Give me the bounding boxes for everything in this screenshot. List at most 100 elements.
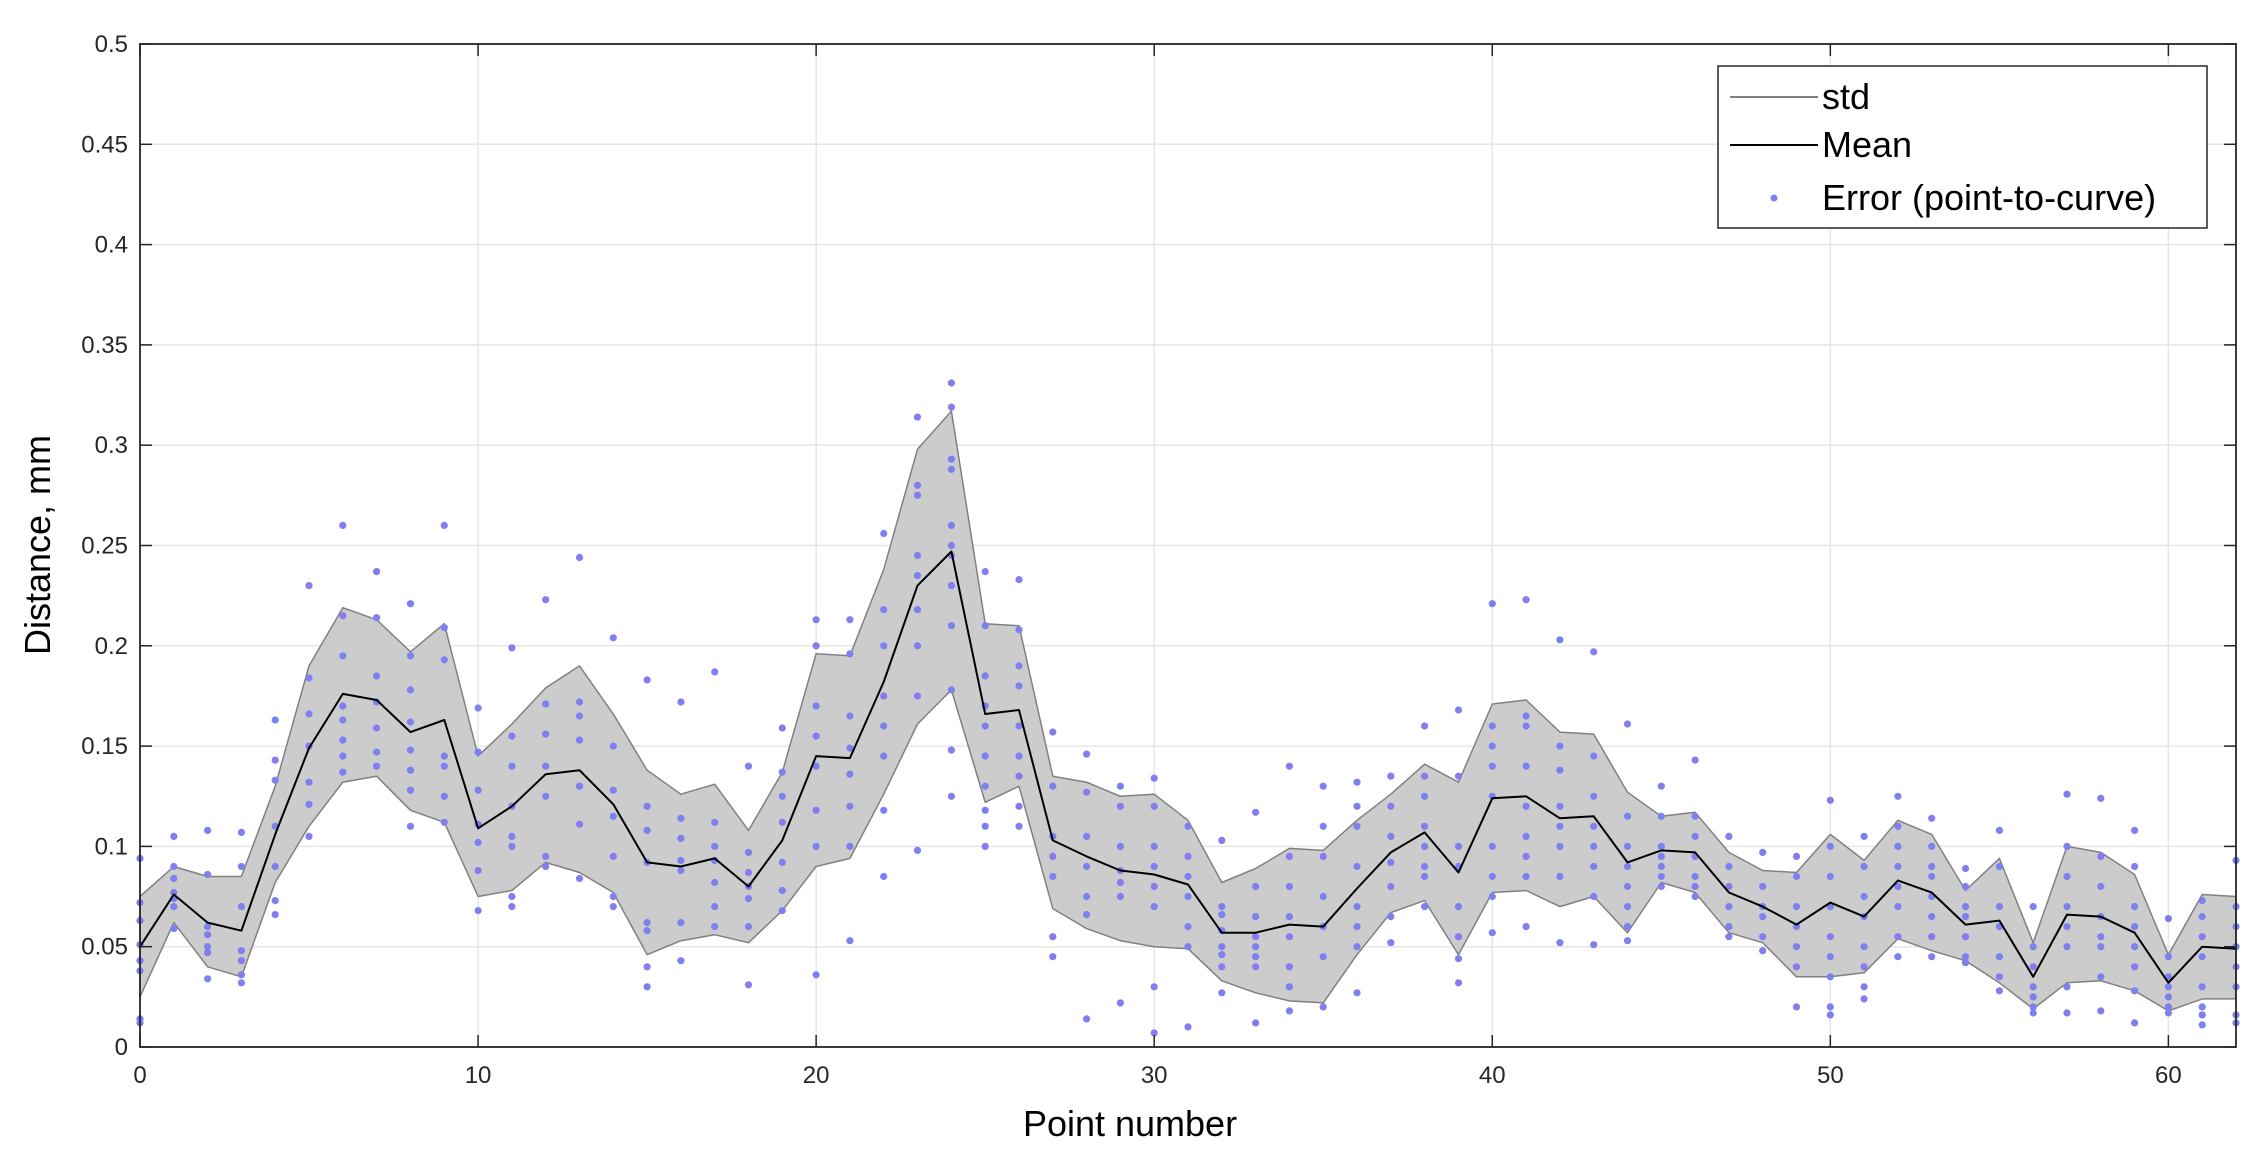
error-point <box>1387 802 1395 810</box>
error-point <box>373 672 381 680</box>
error-point <box>271 716 279 724</box>
error-point <box>575 698 584 706</box>
error-point <box>373 762 381 770</box>
error-point <box>305 674 313 682</box>
error-point <box>542 700 550 708</box>
error-point <box>1454 772 1463 780</box>
error-point <box>237 957 245 965</box>
error-point <box>542 762 550 770</box>
error-point <box>508 892 516 901</box>
error-point <box>744 923 753 931</box>
error-point <box>677 957 685 965</box>
error-point <box>981 622 989 630</box>
error-point <box>778 818 786 826</box>
error-point <box>947 403 956 411</box>
error-point <box>1218 963 1226 971</box>
error-point <box>2164 1003 2172 1011</box>
y-tick-label: 0.05 <box>81 934 128 961</box>
error-point <box>1421 722 1429 730</box>
error-point <box>2097 933 2105 941</box>
error-point <box>2097 973 2105 981</box>
error-point <box>1488 762 1496 770</box>
error-point <box>1657 852 1665 861</box>
error-point <box>1590 648 1598 656</box>
error-point <box>1116 878 1124 887</box>
error-point <box>1623 923 1632 931</box>
error-point <box>440 521 448 530</box>
error-point <box>1995 903 2003 911</box>
error-point <box>1590 842 1598 851</box>
error-point <box>1049 782 1057 790</box>
error-point <box>542 730 550 738</box>
error-point <box>237 828 245 837</box>
error-point <box>1691 756 1699 764</box>
axes <box>139 43 2237 1048</box>
error-point <box>1083 862 1091 871</box>
error-point <box>1421 792 1429 800</box>
error-point <box>237 862 245 871</box>
error-point <box>508 903 516 911</box>
error-point <box>1116 892 1124 901</box>
error-point <box>1252 933 1260 941</box>
error-point <box>1285 983 1293 991</box>
error-point <box>406 652 415 660</box>
error-point <box>1387 772 1395 780</box>
error-point <box>1522 832 1530 841</box>
error-point <box>339 612 347 620</box>
error-point <box>575 820 584 828</box>
error-point <box>1252 808 1260 816</box>
error-point <box>1454 706 1463 714</box>
error-point <box>271 911 279 919</box>
error-point <box>2097 794 2105 802</box>
y-tick-label: 0.15 <box>81 733 128 760</box>
error-point <box>1691 882 1699 891</box>
error-point <box>1725 923 1733 931</box>
error-point <box>1150 903 1158 911</box>
error-point <box>981 806 989 814</box>
error-point <box>1826 953 1834 961</box>
error-point <box>1488 842 1496 851</box>
error-point <box>609 634 617 642</box>
error-point <box>2063 903 2071 911</box>
error-point <box>1015 722 1023 730</box>
error-point <box>1792 943 1801 951</box>
error-point <box>1826 842 1834 851</box>
error-point <box>1995 862 2003 871</box>
x-tick-label: 30 <box>1141 1062 1168 1089</box>
error-point <box>2063 983 2071 991</box>
error-point <box>170 862 178 871</box>
error-point <box>474 704 482 712</box>
x-tick-label: 20 <box>803 1062 830 1089</box>
error-point <box>2063 943 2071 951</box>
error-point <box>812 842 820 851</box>
error-point <box>339 752 347 760</box>
error-point <box>711 818 719 826</box>
error-point <box>1488 872 1496 881</box>
error-point <box>2198 897 2206 905</box>
std-band-layer <box>139 410 2237 1012</box>
error-point <box>1623 842 1632 851</box>
error-point <box>1657 842 1665 851</box>
error-point <box>1116 842 1124 851</box>
error-point <box>271 756 279 764</box>
error-point <box>1421 872 1429 881</box>
error-point <box>271 862 279 871</box>
error-point <box>1083 1015 1091 1023</box>
error-point <box>880 606 888 614</box>
y-axis-label: Distance, mm <box>17 435 58 655</box>
error-point <box>1522 712 1530 720</box>
error-point <box>1015 682 1023 690</box>
error-point <box>2029 983 2037 991</box>
error-point <box>204 949 212 957</box>
error-point <box>373 748 381 756</box>
error-point <box>1252 953 1260 961</box>
y-tick-label: 0.25 <box>81 533 128 560</box>
error-point <box>1522 722 1530 730</box>
error-point <box>575 874 584 883</box>
error-point <box>947 746 956 754</box>
error-point <box>1928 933 1936 941</box>
error-point <box>643 826 651 835</box>
error-point <box>1150 842 1158 851</box>
error-point <box>778 858 786 867</box>
